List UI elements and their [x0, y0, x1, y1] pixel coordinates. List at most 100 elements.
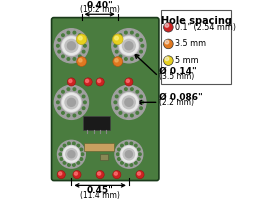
Circle shape	[59, 153, 62, 156]
Circle shape	[112, 29, 146, 63]
Circle shape	[136, 112, 139, 114]
Circle shape	[82, 39, 85, 41]
Circle shape	[68, 142, 70, 145]
Circle shape	[113, 34, 123, 45]
Circle shape	[79, 59, 82, 62]
Circle shape	[130, 88, 133, 90]
Circle shape	[68, 151, 75, 158]
Circle shape	[73, 58, 76, 60]
Circle shape	[130, 114, 133, 117]
Text: (3.5 mm): (3.5 mm)	[160, 72, 195, 81]
Text: 0.40": 0.40"	[86, 1, 113, 10]
Circle shape	[54, 29, 88, 63]
Circle shape	[164, 22, 173, 32]
Circle shape	[73, 31, 76, 34]
Circle shape	[84, 44, 86, 47]
Circle shape	[125, 88, 127, 90]
Circle shape	[141, 101, 144, 104]
Circle shape	[115, 36, 118, 40]
Circle shape	[59, 172, 62, 175]
Circle shape	[76, 34, 87, 45]
Circle shape	[136, 55, 139, 58]
Circle shape	[116, 153, 119, 156]
Circle shape	[67, 88, 70, 90]
Circle shape	[58, 107, 60, 109]
Circle shape	[84, 78, 92, 86]
Circle shape	[125, 151, 132, 158]
Circle shape	[115, 50, 118, 53]
Circle shape	[121, 162, 123, 164]
Circle shape	[60, 158, 63, 160]
Circle shape	[82, 107, 85, 109]
Circle shape	[140, 39, 142, 41]
Circle shape	[125, 42, 133, 50]
Circle shape	[164, 39, 173, 49]
Circle shape	[69, 79, 72, 82]
Circle shape	[62, 55, 64, 58]
Circle shape	[79, 36, 82, 40]
Circle shape	[63, 144, 66, 147]
Text: (10.2 mm): (10.2 mm)	[80, 5, 120, 14]
Circle shape	[125, 164, 128, 166]
Circle shape	[67, 78, 76, 86]
Circle shape	[73, 171, 81, 179]
Text: 3.5 mm: 3.5 mm	[175, 39, 206, 48]
FancyBboxPatch shape	[52, 18, 159, 181]
Circle shape	[130, 164, 133, 166]
Circle shape	[114, 101, 117, 104]
Circle shape	[82, 50, 85, 53]
Circle shape	[84, 101, 86, 104]
Circle shape	[139, 153, 141, 156]
Text: Ø 0.086": Ø 0.086"	[160, 92, 203, 101]
Circle shape	[164, 56, 173, 65]
Circle shape	[136, 34, 139, 36]
Circle shape	[96, 171, 104, 179]
Circle shape	[114, 44, 117, 47]
Circle shape	[73, 164, 75, 166]
Circle shape	[118, 148, 120, 151]
Circle shape	[115, 39, 118, 41]
Circle shape	[73, 114, 76, 117]
Text: Hole spacing: Hole spacing	[161, 16, 232, 26]
Circle shape	[74, 172, 78, 175]
Circle shape	[126, 79, 129, 82]
Circle shape	[64, 146, 79, 162]
Circle shape	[54, 85, 88, 119]
Circle shape	[137, 158, 140, 160]
Circle shape	[119, 36, 139, 56]
Circle shape	[68, 164, 70, 166]
Text: (2.2 mm): (2.2 mm)	[160, 98, 195, 107]
Text: 5 mm: 5 mm	[175, 56, 199, 65]
Circle shape	[122, 39, 135, 52]
Circle shape	[165, 24, 169, 27]
Circle shape	[67, 58, 70, 60]
Circle shape	[57, 44, 59, 47]
Circle shape	[114, 172, 117, 175]
Circle shape	[136, 90, 139, 93]
Circle shape	[113, 57, 123, 66]
Circle shape	[57, 101, 59, 104]
Circle shape	[125, 78, 133, 86]
Circle shape	[120, 93, 138, 111]
Circle shape	[82, 95, 85, 98]
Circle shape	[120, 37, 138, 55]
Circle shape	[119, 55, 122, 58]
Circle shape	[62, 36, 81, 56]
Circle shape	[118, 158, 120, 160]
Circle shape	[65, 96, 78, 109]
Circle shape	[119, 112, 122, 114]
Circle shape	[77, 144, 80, 147]
Circle shape	[115, 59, 118, 62]
Circle shape	[58, 95, 60, 98]
Circle shape	[125, 98, 133, 106]
Circle shape	[125, 58, 127, 60]
Circle shape	[67, 31, 70, 34]
Circle shape	[115, 107, 118, 109]
Circle shape	[67, 98, 75, 106]
FancyBboxPatch shape	[161, 10, 231, 84]
Circle shape	[125, 31, 127, 34]
Circle shape	[77, 57, 87, 66]
Circle shape	[97, 79, 101, 82]
Circle shape	[130, 31, 133, 34]
Circle shape	[62, 37, 80, 55]
